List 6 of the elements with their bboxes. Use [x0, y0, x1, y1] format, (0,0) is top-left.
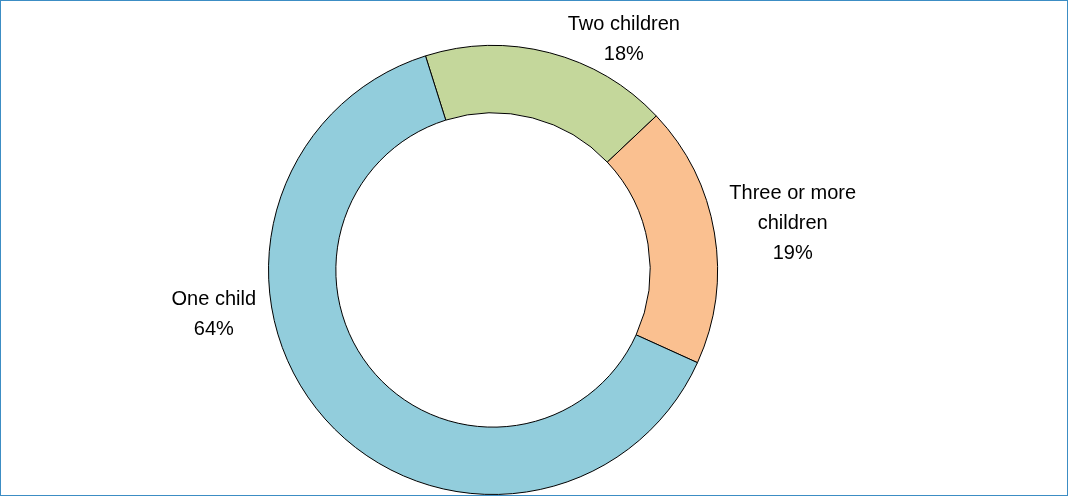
- slice-label: One child: [171, 287, 257, 310]
- data-label: 19%: [772, 241, 813, 264]
- data-label: 64%: [193, 317, 235, 340]
- data-label: 18%: [603, 41, 645, 64]
- slice-label: Three or more children: [729, 181, 857, 234]
- slice-label: Two children: [567, 11, 680, 34]
